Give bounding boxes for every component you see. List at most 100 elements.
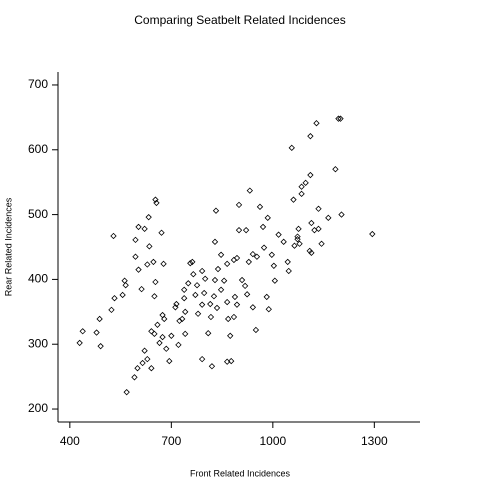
point	[233, 301, 241, 308]
point	[146, 243, 153, 250]
point	[158, 229, 165, 236]
point	[156, 339, 163, 347]
point	[198, 355, 206, 363]
point	[182, 308, 189, 315]
point	[308, 219, 315, 227]
point	[141, 347, 148, 354]
point	[148, 328, 155, 335]
point	[96, 315, 103, 323]
point	[151, 293, 158, 300]
point	[121, 277, 128, 284]
point	[369, 230, 376, 238]
point	[178, 315, 186, 323]
point	[315, 205, 322, 212]
point	[235, 201, 243, 209]
y-tick-label: 700	[28, 77, 48, 91]
point	[181, 286, 188, 293]
point	[315, 225, 322, 233]
point	[190, 271, 197, 278]
point	[139, 359, 146, 367]
point	[230, 313, 238, 321]
point	[163, 345, 170, 352]
point	[270, 262, 278, 269]
point	[252, 326, 260, 334]
point	[192, 291, 199, 299]
point	[220, 277, 228, 284]
point	[202, 275, 209, 282]
point	[144, 261, 151, 268]
point	[227, 332, 234, 339]
point	[242, 226, 250, 234]
point	[111, 295, 118, 302]
point	[335, 115, 342, 122]
point	[249, 250, 257, 258]
point	[198, 301, 206, 308]
point	[152, 196, 159, 203]
chart-title: Comparing Seatbelt Related Incidences	[134, 13, 345, 27]
point	[275, 231, 282, 238]
point	[225, 315, 232, 323]
point	[318, 240, 325, 247]
point	[245, 258, 252, 266]
point	[298, 183, 305, 190]
point	[307, 171, 314, 179]
point	[76, 339, 83, 347]
point	[79, 328, 86, 335]
point	[138, 285, 145, 293]
point	[135, 223, 142, 231]
point	[223, 298, 231, 306]
point	[260, 244, 268, 251]
point	[332, 166, 339, 173]
point	[249, 304, 257, 311]
point	[307, 133, 314, 140]
point	[148, 365, 155, 372]
point	[256, 203, 264, 210]
point	[243, 291, 251, 298]
point	[295, 225, 302, 233]
point	[207, 313, 215, 321]
point	[291, 242, 298, 249]
point	[200, 289, 208, 297]
point	[217, 286, 225, 293]
x-axis-label: Front Related Incidences	[190, 468, 291, 478]
point	[207, 300, 214, 308]
point	[308, 249, 315, 256]
point	[154, 321, 161, 328]
y-tick-label: 200	[28, 401, 48, 415]
point	[193, 282, 201, 289]
point	[185, 280, 192, 287]
point	[290, 196, 297, 203]
point	[159, 333, 166, 341]
point	[182, 330, 189, 338]
point	[135, 266, 142, 273]
point	[153, 199, 160, 207]
point	[189, 258, 196, 266]
point	[150, 258, 157, 266]
point	[152, 278, 159, 286]
point	[246, 187, 253, 194]
point	[198, 267, 206, 275]
point	[211, 238, 219, 245]
point	[288, 144, 295, 151]
point	[211, 276, 219, 284]
point	[253, 253, 261, 260]
y-axis-label: Rear Related Incidences	[3, 197, 13, 296]
x-tick-label: 1000	[259, 434, 286, 448]
point	[208, 363, 216, 370]
point	[161, 315, 168, 323]
point	[151, 330, 158, 338]
point	[141, 225, 148, 233]
point	[259, 223, 267, 231]
point	[241, 282, 249, 290]
point	[187, 260, 194, 267]
point	[123, 389, 130, 396]
point	[294, 233, 301, 240]
point	[166, 357, 173, 365]
point	[160, 260, 167, 268]
point	[337, 115, 344, 122]
point	[294, 236, 301, 243]
point	[302, 179, 309, 186]
x-tick-label: 700	[161, 434, 181, 448]
point	[144, 355, 151, 363]
x-tick-label: 400	[60, 434, 80, 448]
